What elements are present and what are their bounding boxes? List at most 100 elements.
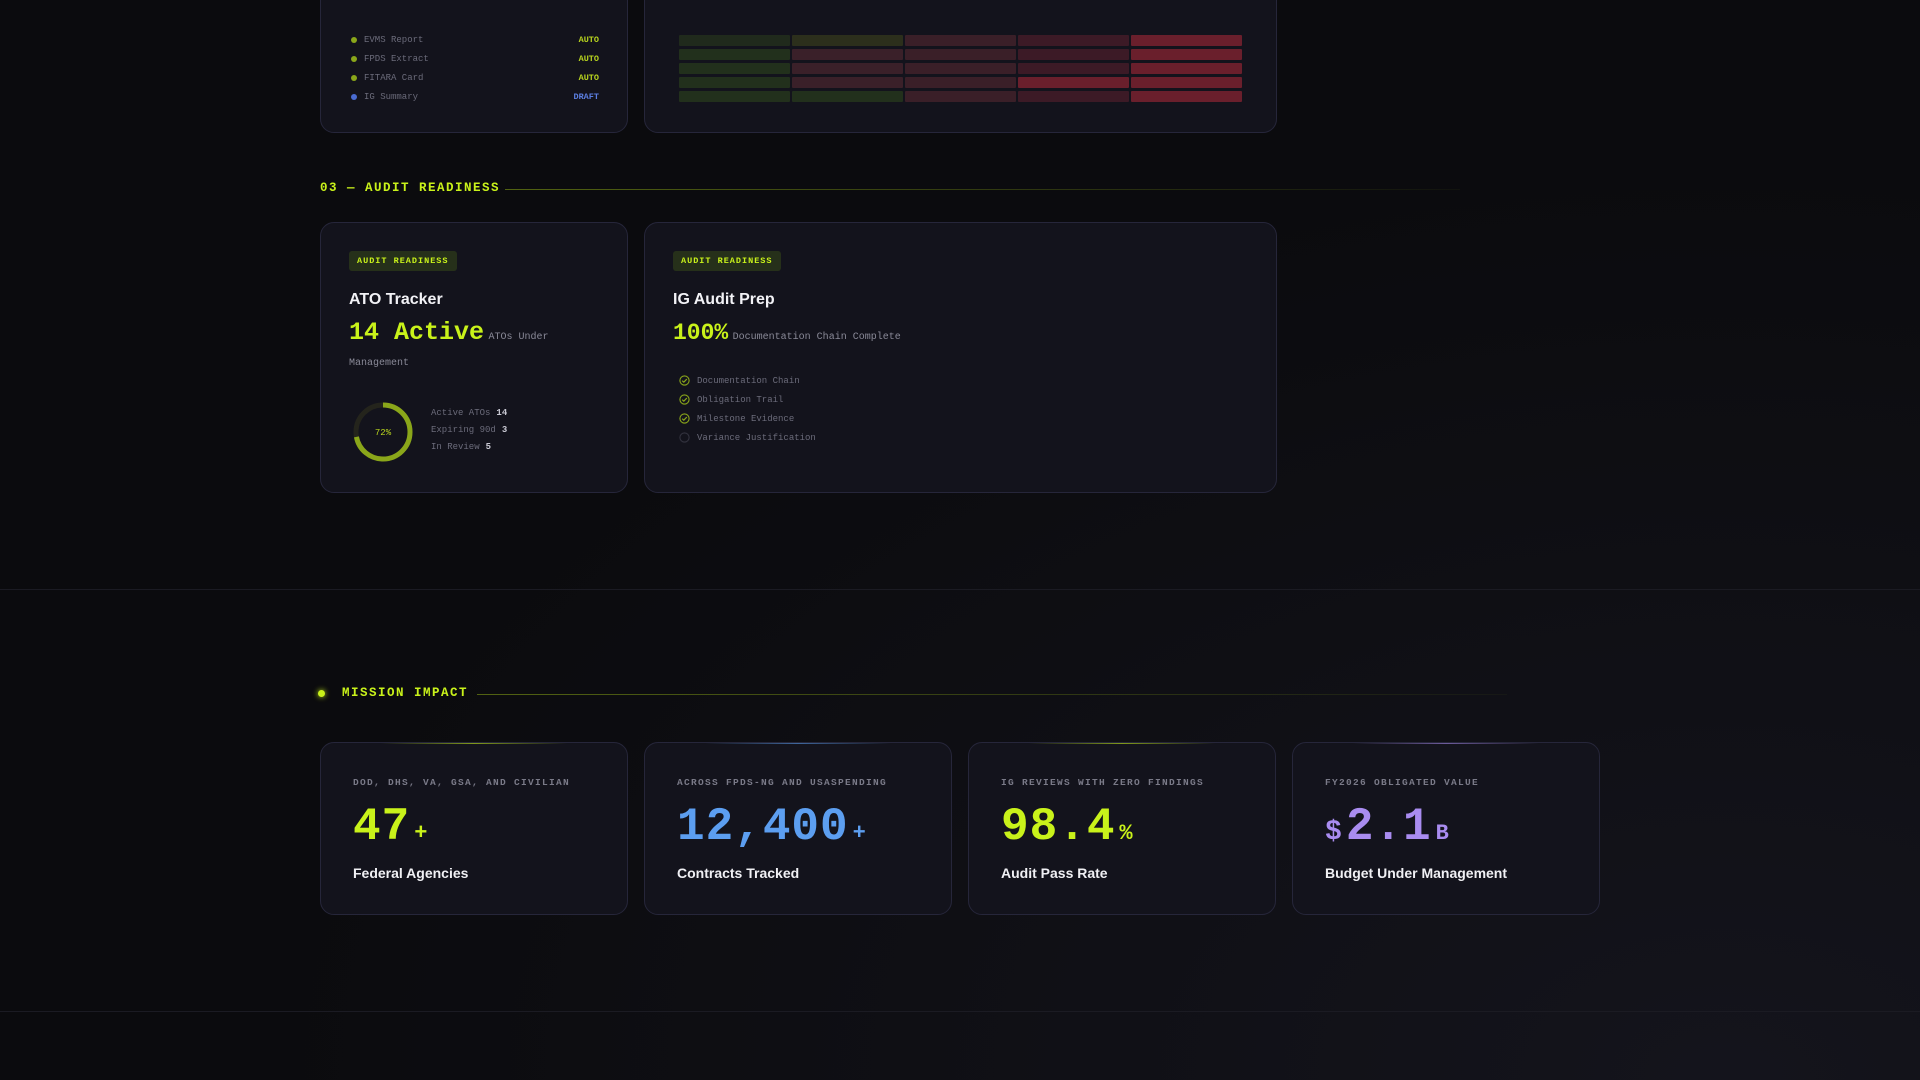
legend-value: 14 xyxy=(496,408,508,418)
report-tag: DRAFT xyxy=(573,92,599,102)
checklist-label: Documentation Chain xyxy=(697,375,800,386)
heatmap-cell xyxy=(679,91,790,102)
section-divider xyxy=(0,589,1920,590)
heatmap-cell xyxy=(905,63,1016,74)
heatmap-cell xyxy=(679,63,790,74)
heatmap-cell xyxy=(905,91,1016,102)
heatmap-cell xyxy=(792,49,903,60)
category-badge: AUDIT READINESS xyxy=(673,251,781,271)
ato-tracker-card[interactable]: AUDIT READINESS ATO Tracker 14 Active AT… xyxy=(320,222,628,493)
impact-caption: ACROSS FPDS-NG AND USASPENDING xyxy=(677,777,888,788)
heatmap-cell xyxy=(1131,49,1242,60)
heatmap-cell xyxy=(792,77,903,88)
status-dot xyxy=(351,75,357,81)
heatmap-cell xyxy=(792,63,903,74)
report-row[interactable]: IG Summary DRAFT xyxy=(351,90,599,104)
impact-label: Audit Pass Rate xyxy=(1001,865,1108,881)
reports-card: EVMS Report AUTO FPDS Extract AUTO FITAR… xyxy=(320,0,628,133)
heatmap-cell xyxy=(792,35,903,46)
ig-stat-block: 100% Documentation Chain Complete xyxy=(673,319,901,352)
heatmap-cell xyxy=(679,77,790,88)
impact-card-agencies: DOD, DHS, VA, GSA, AND CIVILIAN 47 + Fed… xyxy=(320,742,628,915)
legend-label: Active ATOs xyxy=(431,408,491,418)
impact-label: Federal Agencies xyxy=(353,865,469,881)
ato-stat-sub-2: Management xyxy=(349,358,410,369)
ato-stat-sub: ATOs Under xyxy=(488,332,549,343)
status-dot xyxy=(351,94,357,100)
footer-divider xyxy=(0,1011,1920,1012)
checklist-label: Obligation Trail xyxy=(697,394,784,405)
impact-suffix: % xyxy=(1119,821,1133,846)
checklist-item: Documentation Chain xyxy=(679,375,800,386)
checklist-item: Variance Justification xyxy=(679,432,816,443)
heatmap-cell xyxy=(792,91,903,102)
impact-suffix: + xyxy=(414,821,428,846)
legend-label: In Review xyxy=(431,442,480,452)
ig-audit-prep-card[interactable]: AUDIT READINESS IG Audit Prep 100% Docum… xyxy=(644,222,1277,493)
check-circle-icon xyxy=(679,394,690,405)
impact-caption: IG REVIEWS WITH ZERO FINDINGS xyxy=(1001,777,1205,788)
legend-row: Expiring 90d 3 xyxy=(431,425,507,435)
heatmap-cell xyxy=(905,77,1016,88)
report-name: IG Summary xyxy=(364,92,419,102)
report-row[interactable]: EVMS Report AUTO xyxy=(351,33,599,47)
ato-stat-block: 14 Active ATOs Under xyxy=(349,319,609,352)
check-circle-icon xyxy=(679,375,690,386)
pulse-dot-icon xyxy=(318,690,325,697)
impact-value: $ 2.1 B xyxy=(1325,801,1449,853)
status-dot xyxy=(351,37,357,43)
check-circle-icon xyxy=(679,413,690,424)
heatmap-cell xyxy=(1018,91,1129,102)
legend-value: 3 xyxy=(501,425,508,435)
heatmap-cell xyxy=(1131,77,1242,88)
heatmap-cell xyxy=(679,49,790,60)
impact-number: 98.4 xyxy=(1001,801,1116,853)
ato-stat: 14 Active xyxy=(349,318,485,347)
impact-suffix: B xyxy=(1435,821,1449,846)
heatmap-cell xyxy=(1018,63,1129,74)
impact-caption: FY2026 OBLIGATED VALUE xyxy=(1325,777,1480,788)
checklist-item: Obligation Trail xyxy=(679,394,783,405)
report-name: EVMS Report xyxy=(364,35,424,45)
legend-label: Expiring 90d xyxy=(431,425,496,435)
report-row[interactable]: FPDS Extract AUTO xyxy=(351,52,599,66)
impact-prefix: $ xyxy=(1325,817,1342,848)
legend-row: Active ATOs 14 xyxy=(431,408,507,418)
report-tag: AUTO xyxy=(578,35,599,45)
impact-value: 98.4 % xyxy=(1001,801,1133,853)
variance-heatmap-card xyxy=(644,0,1277,133)
card-title: ATO Tracker xyxy=(349,291,443,308)
heatmap-cell xyxy=(1018,49,1129,60)
checklist-label: Milestone Evidence xyxy=(697,413,795,424)
impact-caption: DOD, DHS, VA, GSA, AND CIVILIAN xyxy=(353,777,571,788)
impact-number: 47 xyxy=(353,801,411,853)
checklist-item: Milestone Evidence xyxy=(679,413,794,424)
impact-label: Contracts Tracked xyxy=(677,865,800,881)
status-dot xyxy=(351,56,357,62)
heatmap-cell xyxy=(1131,63,1242,74)
report-tag: AUTO xyxy=(578,54,599,64)
impact-card-contracts: ACROSS FPDS-NG AND USASPENDING 12,400 + … xyxy=(644,742,952,915)
impact-card-budget: FY2026 OBLIGATED VALUE $ 2.1 B Budget Un… xyxy=(1292,742,1600,915)
impact-number: 2.1 xyxy=(1345,801,1432,853)
impact-value: 12,400 + xyxy=(677,801,866,853)
impact-value: 47 + xyxy=(353,801,427,853)
section-divider xyxy=(505,189,1460,190)
ig-stat-sub: Documentation Chain Complete xyxy=(732,332,901,343)
section-divider xyxy=(477,694,1507,695)
impact-suffix: + xyxy=(852,821,866,846)
impact-number: 12,400 xyxy=(677,801,849,853)
section-title-audit-readiness: 03 — AUDIT READINESS xyxy=(320,181,501,195)
section-title-mission-impact: MISSION IMPACT xyxy=(342,686,469,700)
impact-card-audit-pass-rate: IG REVIEWS WITH ZERO FINDINGS 98.4 % Aud… xyxy=(968,742,1276,915)
ig-stat: 100% xyxy=(673,320,729,346)
card-title: IG Audit Prep xyxy=(673,291,775,308)
progress-ring: 72% xyxy=(353,402,413,462)
heatmap-cell xyxy=(679,35,790,46)
progress-ring-label: 72% xyxy=(375,428,392,438)
heatmap-cell xyxy=(905,35,1016,46)
report-row[interactable]: FITARA Card AUTO xyxy=(351,71,599,85)
checklist-label: Variance Justification xyxy=(697,432,816,443)
heatmap-cell xyxy=(1018,77,1129,88)
heatmap-cell xyxy=(1131,91,1242,102)
